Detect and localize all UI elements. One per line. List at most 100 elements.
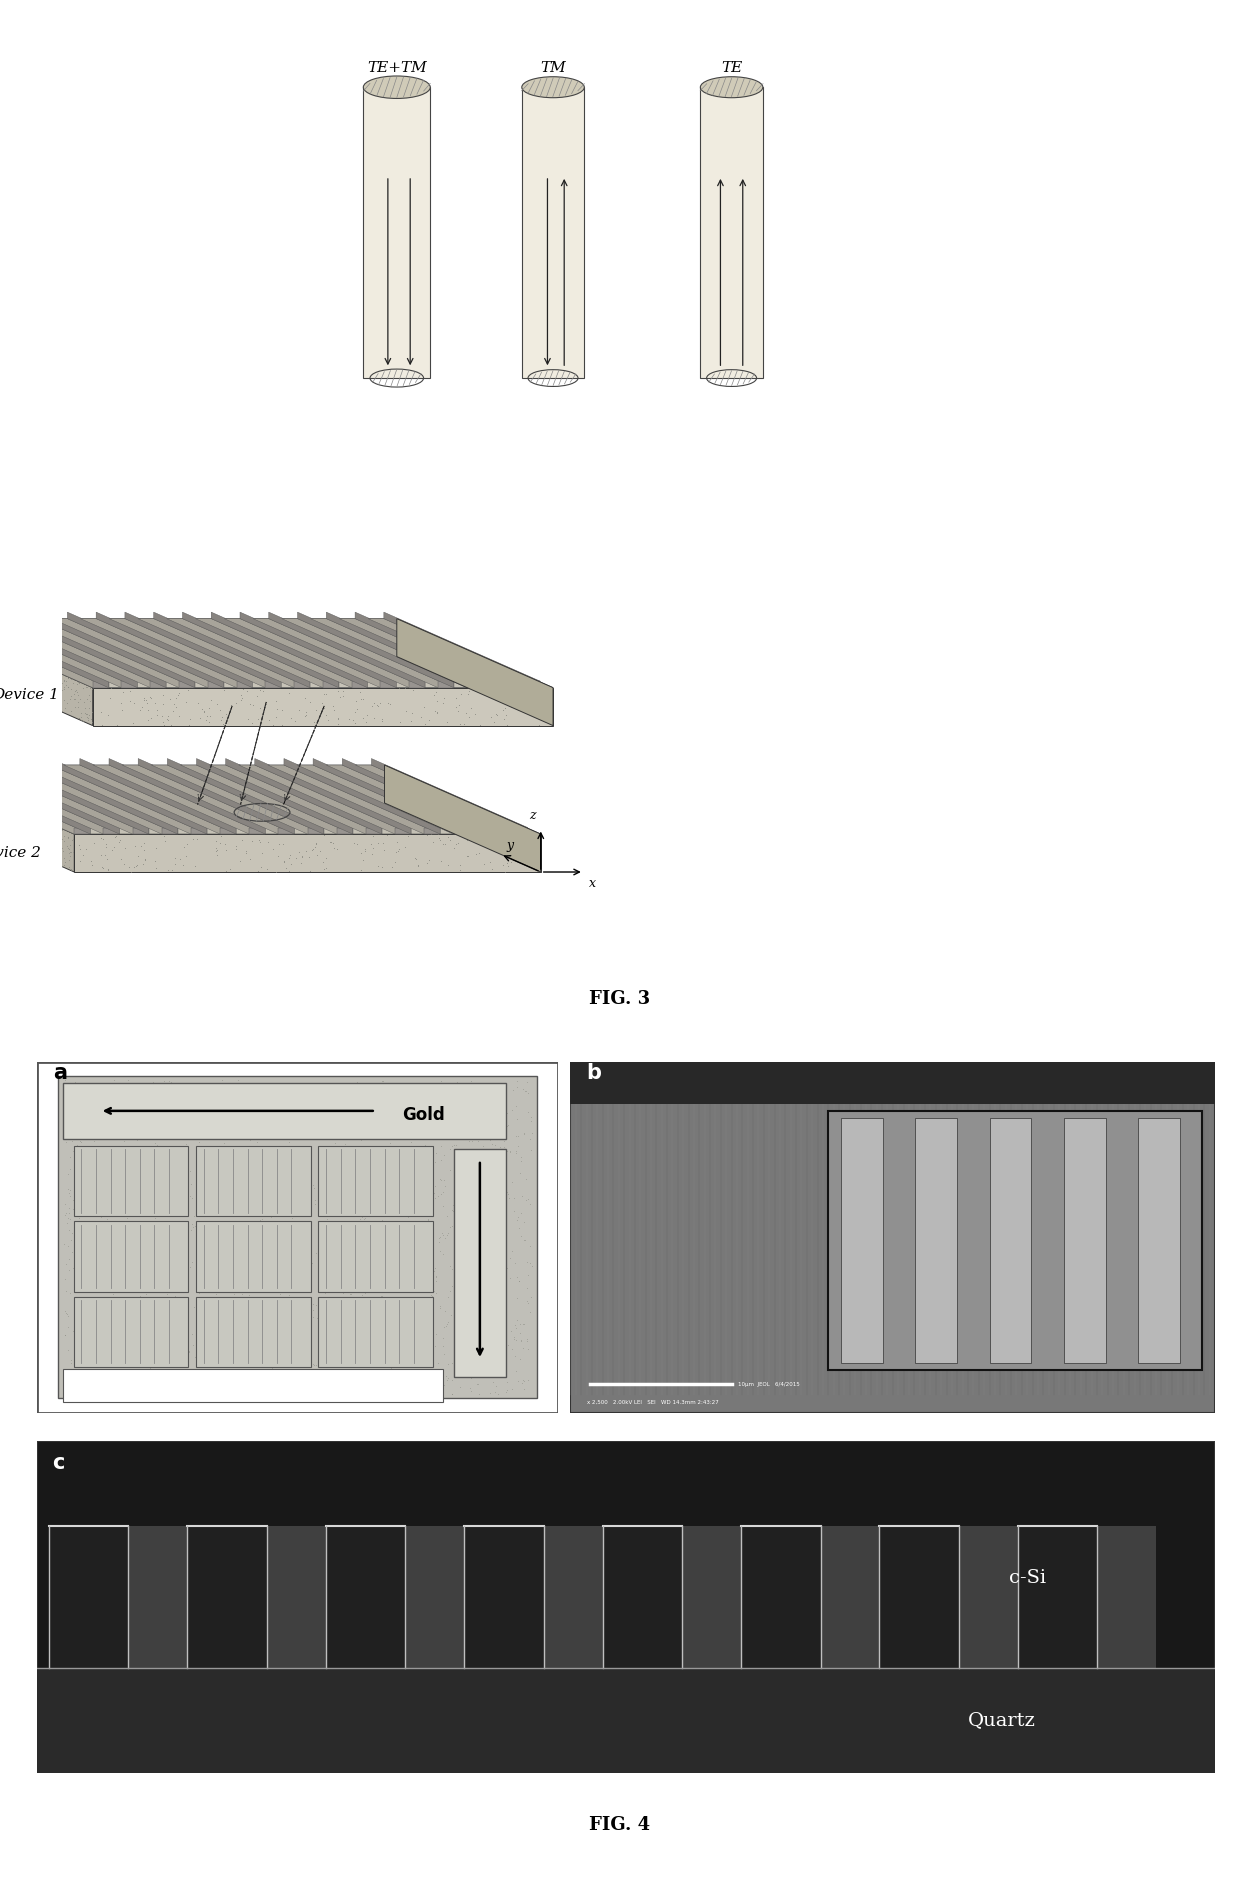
Point xyxy=(357,1198,377,1229)
Point xyxy=(365,1367,384,1397)
Point xyxy=(84,1177,104,1208)
Point xyxy=(486,700,506,730)
Point xyxy=(422,1280,441,1310)
Point xyxy=(0,648,1,679)
Point xyxy=(372,1066,392,1096)
Point xyxy=(82,1225,102,1255)
Point xyxy=(187,1314,207,1344)
Point xyxy=(108,1378,128,1409)
Point xyxy=(383,1306,403,1337)
Point xyxy=(249,1295,269,1325)
Point xyxy=(430,1236,450,1267)
Polygon shape xyxy=(181,764,352,834)
Polygon shape xyxy=(0,764,119,834)
Point xyxy=(511,1327,531,1358)
Point xyxy=(190,1092,210,1122)
Point xyxy=(86,1227,105,1257)
Point xyxy=(200,1189,219,1219)
Point xyxy=(279,1287,299,1318)
Point xyxy=(123,1242,143,1272)
Point xyxy=(518,1287,538,1318)
Point xyxy=(422,1132,441,1162)
Point xyxy=(423,1181,443,1212)
Point xyxy=(418,1310,438,1340)
Point xyxy=(384,1284,404,1314)
Point xyxy=(279,1280,299,1310)
Point xyxy=(461,1244,481,1274)
Point xyxy=(412,1272,432,1303)
Point xyxy=(197,1162,217,1193)
Point xyxy=(68,686,88,717)
Bar xyxy=(319,1221,433,1291)
Point xyxy=(56,846,76,876)
Point xyxy=(167,1306,187,1337)
Point xyxy=(455,1153,475,1183)
Point xyxy=(373,1066,393,1096)
Point xyxy=(115,1139,135,1170)
Point xyxy=(0,633,12,664)
Point xyxy=(408,1111,428,1141)
Polygon shape xyxy=(226,758,382,834)
Point xyxy=(396,1284,415,1314)
Point xyxy=(146,832,166,863)
Point xyxy=(420,1215,440,1246)
Point xyxy=(154,1092,174,1122)
Point xyxy=(363,1263,383,1293)
Point xyxy=(55,671,74,702)
Point xyxy=(497,709,517,739)
Point xyxy=(391,707,410,738)
Point xyxy=(154,681,174,711)
Point xyxy=(311,1119,331,1149)
Point xyxy=(149,1308,169,1339)
Point xyxy=(469,838,489,868)
Point xyxy=(482,1287,502,1318)
Point xyxy=(37,671,57,702)
Point xyxy=(0,806,5,836)
Point xyxy=(361,1136,381,1166)
Point xyxy=(263,1267,283,1297)
Point xyxy=(231,1176,250,1206)
Point xyxy=(278,1153,298,1183)
Point xyxy=(308,840,327,870)
Point xyxy=(414,1090,434,1121)
Point xyxy=(420,1322,440,1352)
Point xyxy=(223,1359,243,1390)
Polygon shape xyxy=(496,681,511,688)
Point xyxy=(227,1339,247,1369)
Point xyxy=(197,702,217,732)
Point xyxy=(64,677,84,707)
Point xyxy=(62,1100,82,1130)
Point xyxy=(278,1267,298,1297)
Point xyxy=(450,1373,470,1403)
Point xyxy=(446,1193,466,1223)
Point xyxy=(207,688,227,719)
Point xyxy=(56,665,76,696)
Point xyxy=(455,1325,475,1356)
Point xyxy=(497,1367,517,1397)
Point xyxy=(136,1155,156,1185)
Point xyxy=(341,1130,361,1160)
Point xyxy=(404,1088,424,1119)
Point xyxy=(131,1115,151,1145)
Point xyxy=(92,1223,112,1253)
Point xyxy=(255,1244,275,1274)
Point xyxy=(461,692,481,722)
Point xyxy=(86,1272,105,1303)
Point xyxy=(259,705,279,736)
Point xyxy=(201,1284,221,1314)
Point xyxy=(449,690,469,720)
Point xyxy=(243,1242,263,1272)
Point xyxy=(394,1367,414,1397)
Point xyxy=(466,1183,486,1213)
Point xyxy=(60,684,79,715)
Point xyxy=(450,1234,470,1265)
Point xyxy=(331,1293,351,1323)
Point xyxy=(341,1295,361,1325)
Point xyxy=(136,1246,156,1276)
Point xyxy=(295,702,315,732)
Point xyxy=(402,1100,422,1130)
Point xyxy=(94,1325,114,1356)
Point xyxy=(513,1119,533,1149)
Point xyxy=(279,1363,299,1394)
Point xyxy=(20,829,40,859)
